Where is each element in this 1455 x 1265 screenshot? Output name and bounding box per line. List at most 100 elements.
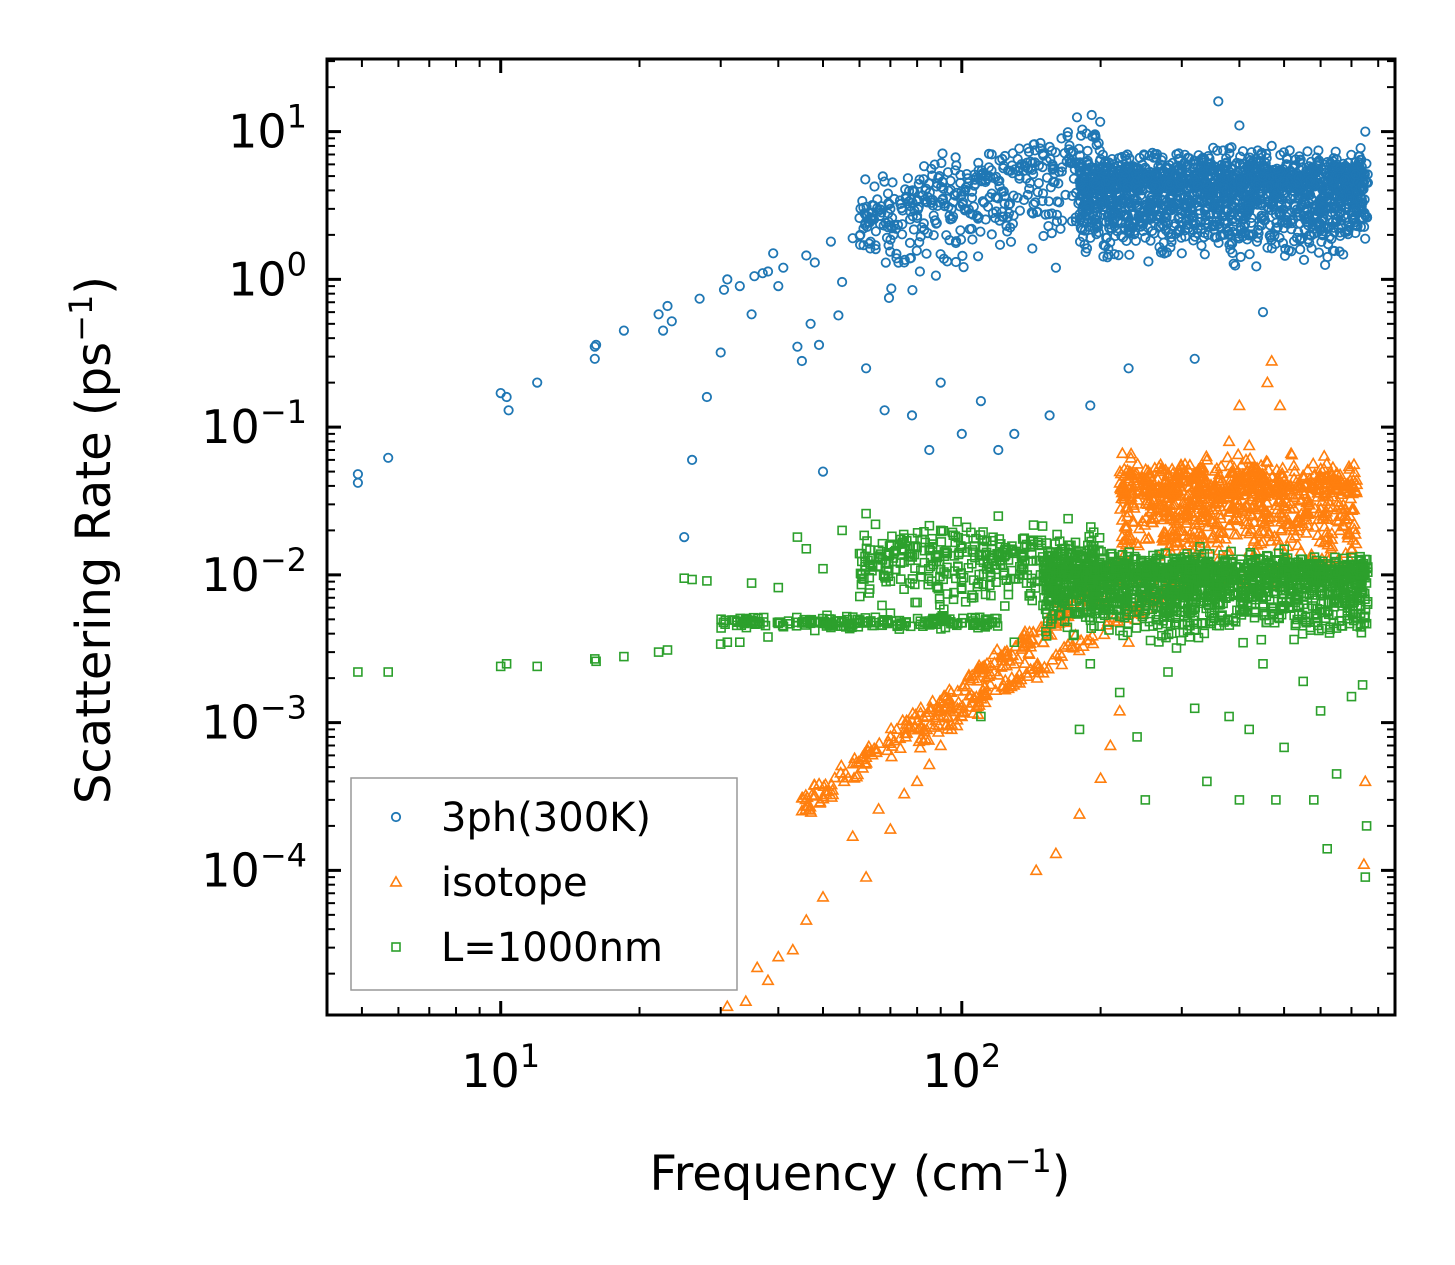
circle-point (1055, 223, 1066, 234)
triangle-point (1005, 670, 1019, 683)
triangle-point (1117, 462, 1131, 474)
circle-point (921, 248, 932, 259)
circle-point (1295, 234, 1307, 245)
triangle-point (1170, 534, 1184, 547)
triangle-point (1156, 512, 1170, 525)
triangle-point (1287, 458, 1301, 471)
square-point (1331, 623, 1342, 633)
square-point (1289, 634, 1299, 645)
circle-point (1326, 233, 1337, 244)
circle-point (1074, 150, 1086, 161)
triangle-point (1171, 472, 1185, 484)
triangle-point (1239, 484, 1253, 497)
circle-point (961, 169, 972, 180)
triangle-point (1194, 528, 1208, 540)
triangle-point (1270, 482, 1284, 494)
circle-point (1146, 192, 1157, 203)
triangle-point (1260, 455, 1275, 467)
circle-point (1155, 247, 1167, 258)
square-point (1184, 632, 1195, 642)
circle-point (881, 232, 893, 243)
triangle-point (803, 802, 817, 815)
triangle-point (1317, 449, 1331, 461)
circle-point (855, 203, 866, 214)
circle-point (1170, 218, 1181, 229)
circle-point (1044, 410, 1055, 421)
triangle-point (1029, 863, 1043, 876)
triangle-point (1251, 490, 1266, 503)
triangle-point (1342, 459, 1356, 472)
triangle-point (924, 700, 938, 713)
triangle-point (1164, 524, 1178, 537)
circle-point (942, 167, 954, 178)
circle-point (1051, 209, 1063, 220)
circle-point (801, 250, 812, 261)
circle-point (955, 201, 966, 212)
circle-point (1130, 235, 1142, 246)
circle-point (1107, 170, 1118, 181)
points-layer (352, 96, 1374, 1012)
triangle-point (872, 736, 886, 749)
circle-point (920, 185, 931, 196)
triangle-point (927, 720, 941, 732)
circle-point (1235, 175, 1246, 186)
circle-point (1038, 230, 1049, 242)
circle-point (939, 201, 950, 212)
triangle-point (1120, 532, 1134, 545)
square-point (1258, 600, 1269, 611)
triangle-point (1053, 646, 1067, 659)
triangle-point (939, 691, 953, 704)
circle-point (1028, 169, 1039, 180)
circle-point (1311, 188, 1322, 199)
triangle-point (1338, 509, 1352, 521)
triangle-point (1123, 533, 1137, 546)
triangle-point (890, 722, 904, 735)
triangle-point (1330, 502, 1344, 515)
circle-point (1267, 172, 1278, 183)
triangle-point (1325, 526, 1339, 539)
circle-point (1360, 233, 1371, 244)
circle-point (701, 391, 713, 403)
triangle-point (1195, 492, 1210, 505)
square-point (993, 511, 1004, 521)
triangle-point (1203, 506, 1217, 518)
triangle-point (1126, 496, 1140, 508)
triangle-point (1011, 652, 1025, 664)
circle-point (662, 300, 673, 312)
triangle-point (839, 766, 853, 778)
circle-point (879, 176, 890, 187)
triangle-point (872, 802, 886, 814)
circle-point (1068, 173, 1080, 184)
triangle-point (1276, 461, 1290, 473)
triangle-point (1345, 501, 1359, 514)
circle-point (950, 152, 961, 163)
square-point (1230, 588, 1241, 599)
triangle-point (1294, 478, 1308, 491)
circle-point (1179, 198, 1190, 209)
triangle-point (931, 725, 945, 737)
square-point (1171, 643, 1182, 653)
square-point (715, 639, 726, 649)
triangle-point (1347, 457, 1361, 470)
triangle-point (880, 743, 894, 756)
triangle-point (1163, 512, 1177, 524)
circle-point (1287, 190, 1299, 201)
triangle-point (859, 870, 873, 882)
circle-point (589, 341, 600, 352)
circle-point (1345, 188, 1356, 199)
triangle-point (883, 822, 897, 834)
triangle-point (881, 734, 895, 747)
circle-point (972, 251, 984, 262)
circle-point (1076, 130, 1087, 141)
triangle-point (1057, 640, 1071, 652)
triangle-point (1180, 538, 1195, 550)
circle-point (935, 249, 946, 260)
triangle-point (911, 722, 925, 735)
triangle-point (966, 706, 980, 718)
triangle-point (1026, 625, 1040, 638)
circle-point (722, 274, 733, 285)
circle-point (1251, 236, 1263, 247)
triangle-point (1283, 502, 1298, 514)
circle-point (1307, 219, 1318, 230)
circle-point (589, 353, 600, 364)
